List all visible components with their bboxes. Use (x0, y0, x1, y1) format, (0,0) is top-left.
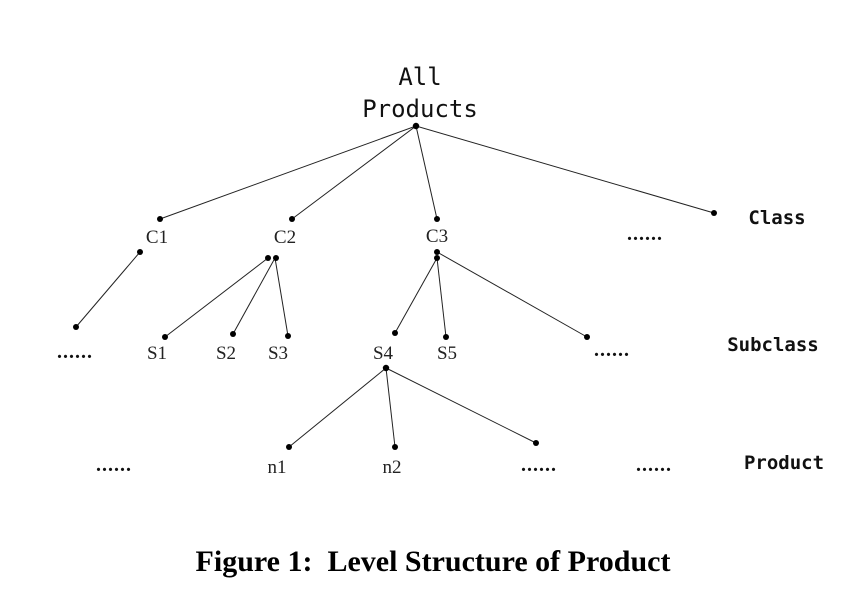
node-s1 (162, 334, 168, 340)
node-dots (73, 122, 717, 450)
edge-root-more (415, 125, 715, 214)
product-label-n2: n2 (383, 457, 402, 478)
node-c1-top (157, 216, 163, 222)
edge-root-c2 (291, 125, 417, 220)
node-s2 (230, 331, 236, 337)
edge-s4-n1 (288, 367, 387, 448)
node-c2-bottom-b (273, 255, 279, 261)
edges-subclass-to-product (288, 367, 537, 448)
node-c3-top (434, 216, 440, 222)
product-label-n1: n1 (268, 457, 287, 478)
node-c1-bottom (137, 249, 143, 255)
node-s5 (443, 334, 449, 340)
class-label-c3: C3 (426, 226, 448, 247)
edge-s4-more (385, 367, 537, 444)
class-label-c2: C2 (274, 227, 296, 248)
subclass-label-s5: S5 (437, 343, 457, 364)
edge-c2-s2 (232, 257, 276, 335)
root-label-line2: Products (362, 95, 478, 123)
node-c2-top (289, 216, 295, 222)
node-n2 (392, 444, 398, 450)
edge-c2-s3 (274, 257, 289, 337)
level-label-subclass: Subclass (727, 334, 819, 356)
edge-c3-more (436, 251, 588, 338)
node-c2-bottom-a (265, 255, 271, 261)
subclass-label-s4: S4 (373, 343, 394, 364)
edge-root-c3 (415, 125, 438, 220)
node-s4-bottom (382, 364, 390, 372)
subclass-ellipsis-right: ...... (594, 339, 630, 361)
product-ellipsis-left: ...... (96, 454, 132, 476)
node-n1 (286, 444, 292, 450)
node-class-more (711, 210, 717, 216)
node-c3-bottom-a (434, 249, 440, 255)
product-ellipsis-mid: ...... (521, 454, 557, 476)
edge-c2-s1 (164, 257, 269, 338)
node-s3 (285, 333, 291, 339)
subclass-ellipsis-left: ...... (57, 341, 93, 363)
product-ellipsis-right: ...... (636, 454, 672, 476)
node-product-more (533, 440, 539, 446)
edges-root-to-class (159, 125, 715, 220)
class-label-c1: C1 (146, 227, 168, 248)
edges-class-to-subclass (75, 251, 588, 338)
edge-s4-n2 (385, 367, 396, 448)
level-label-product: Product (744, 452, 824, 474)
edge-c3-s4 (394, 257, 438, 334)
node-c3-sub-more (584, 334, 590, 340)
node-root (412, 122, 420, 130)
class-ellipsis: ...... (627, 223, 663, 245)
root-label-line1: All (398, 63, 441, 91)
node-c1-sub-more (73, 324, 79, 330)
level-label-class: Class (748, 207, 805, 229)
edge-c1-more (75, 251, 141, 328)
edge-c3-s5 (436, 257, 447, 338)
edge-root-c1 (159, 125, 417, 220)
subclass-label-s2: S2 (216, 343, 236, 364)
node-c3-bottom-b (434, 255, 440, 261)
figure-caption: Figure 1: Level Structure of Product (195, 545, 671, 578)
subclass-label-s1: S1 (147, 343, 167, 364)
subclass-label-s3: S3 (268, 343, 288, 364)
node-s4-top (392, 330, 398, 336)
